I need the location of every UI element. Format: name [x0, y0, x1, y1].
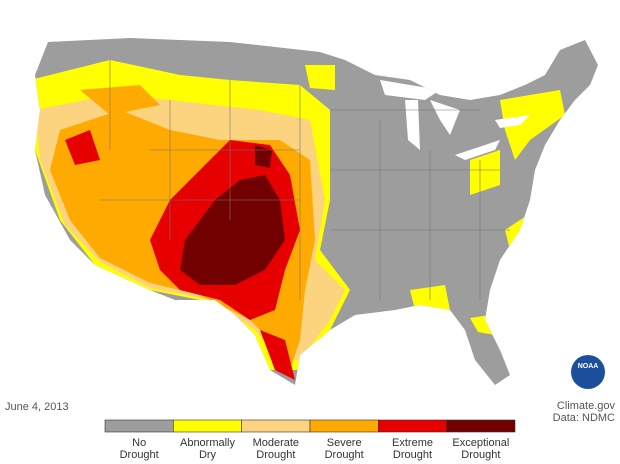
logo-text: NOAA: [578, 363, 599, 370]
legend-label: Exceptional: [452, 437, 509, 449]
legend-swatch: [378, 419, 447, 433]
legend-label: Moderate: [253, 437, 299, 449]
legend-label: Drought: [256, 449, 295, 461]
legend-swatch: [104, 419, 174, 433]
legend-label: Extreme: [392, 437, 433, 449]
legend-swatch: [446, 419, 516, 433]
legend-label: No: [132, 437, 146, 449]
legend-label: Drought: [325, 449, 364, 461]
exceptional-drought-areas: [180, 145, 285, 285]
us-map: [35, 38, 598, 385]
credit: Data: NDMC: [553, 412, 615, 424]
legend-label: Severe: [327, 437, 362, 449]
legend-swatch: [309, 419, 379, 433]
credit: Climate.gov: [557, 400, 616, 412]
legend-label: Drought: [461, 449, 500, 461]
logo-circle: [571, 355, 605, 389]
state-borders: [100, 60, 510, 300]
legend-label: Drought: [393, 449, 432, 461]
legend: NoDroughtAbnormallyDryModerateDroughtSev…: [104, 419, 516, 461]
legend-label: Abnormally: [180, 437, 236, 449]
map-date: June 4, 2013: [5, 401, 69, 413]
legend-label: Dry: [199, 449, 217, 461]
noaa-logo: NOAA: [571, 355, 605, 389]
great-lakes: [380, 80, 530, 160]
legend-swatch: [241, 419, 311, 433]
legend-swatch: [173, 419, 242, 433]
legend-label: Drought: [120, 449, 159, 461]
